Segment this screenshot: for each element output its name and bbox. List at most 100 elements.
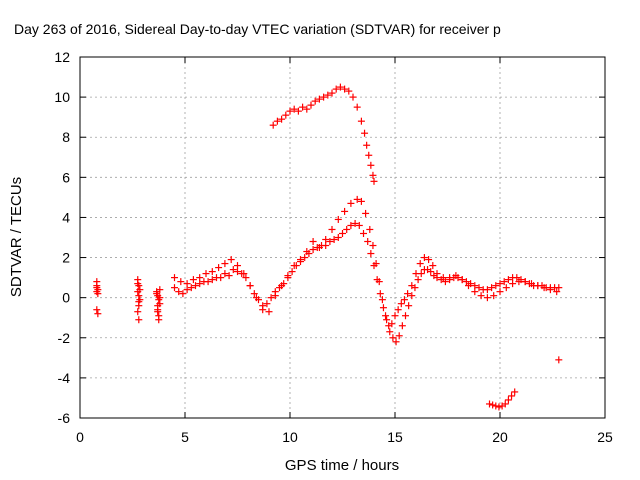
data-point (363, 141, 371, 149)
data-point (278, 282, 286, 290)
data-point (357, 117, 365, 125)
data-point (227, 256, 235, 264)
data-point (546, 286, 554, 294)
data-point (208, 268, 216, 276)
data-point (221, 270, 229, 278)
data-point (471, 288, 479, 296)
data-point (504, 276, 512, 284)
data-point (259, 306, 267, 314)
data-point (234, 268, 241, 276)
data-point (341, 207, 349, 215)
data-point (515, 278, 523, 286)
data-point (495, 403, 503, 411)
data-point (282, 111, 290, 119)
y-tick-label: 10 (54, 89, 70, 105)
data-point (458, 276, 466, 284)
data-point (501, 400, 509, 408)
x-tick-label: 20 (492, 429, 508, 445)
data-point (286, 107, 294, 115)
plot-frame (79, 56, 606, 419)
data-point (414, 276, 422, 284)
y-tick-label: 12 (54, 49, 70, 65)
data-point (446, 274, 454, 282)
data-point (94, 290, 102, 298)
data-point (154, 308, 162, 316)
data-point (483, 286, 491, 294)
data-point (378, 296, 386, 304)
data-point (379, 304, 387, 312)
y-tick-label: 8 (62, 129, 70, 145)
x-tick-label: 25 (597, 429, 613, 445)
data-point (234, 262, 241, 270)
y-tick-label: 4 (62, 209, 70, 225)
data-point (334, 215, 342, 223)
y-tick-label: 6 (62, 169, 70, 185)
data-point (202, 270, 210, 278)
data-point (183, 286, 191, 294)
data-point (360, 229, 367, 237)
data-point (299, 103, 307, 111)
data-point (375, 278, 383, 286)
data-point (367, 161, 375, 169)
data-point (156, 294, 164, 302)
data-point (229, 266, 237, 274)
data-point (394, 306, 402, 314)
x-tick-label: 15 (387, 429, 403, 445)
data-point (288, 268, 296, 276)
data-point (94, 310, 102, 318)
data-point (534, 282, 542, 290)
data-point (462, 278, 470, 286)
data-point (328, 89, 336, 97)
data-point (307, 101, 315, 109)
data-point (405, 302, 413, 310)
data-point (367, 250, 375, 258)
data-point (294, 107, 302, 115)
data-point (196, 274, 204, 282)
data-point (135, 316, 143, 324)
data-point (154, 302, 162, 310)
data-point (555, 284, 563, 292)
data-point (267, 294, 275, 302)
data-point (502, 284, 510, 292)
x-tick-label: 5 (181, 429, 189, 445)
data-point (364, 238, 372, 246)
y-tick-label: -4 (58, 370, 71, 386)
data-point (412, 270, 420, 278)
grid (80, 57, 605, 418)
data-point (441, 278, 449, 286)
data-point (555, 356, 563, 364)
data-point (192, 282, 199, 290)
data-point (320, 93, 328, 101)
data-point (155, 316, 163, 324)
data-point (183, 280, 191, 288)
data-point (343, 225, 351, 233)
data-point (189, 276, 197, 284)
data-point (398, 322, 406, 330)
data-point (471, 282, 479, 290)
data-point (315, 244, 323, 252)
data-point (382, 312, 390, 320)
data-point (416, 260, 424, 268)
data-point (278, 115, 286, 123)
data-point (341, 85, 349, 93)
data-point (215, 264, 223, 272)
data-point (309, 246, 317, 254)
data-point (303, 248, 311, 256)
data-point (290, 262, 298, 270)
x-tick-label: 0 (76, 429, 84, 445)
y-tick-label: -6 (58, 410, 71, 426)
data-point (376, 290, 384, 298)
data-point (336, 83, 344, 91)
data-point (339, 229, 346, 237)
data-point (490, 292, 498, 300)
data-point (303, 105, 311, 113)
data-point (400, 296, 408, 304)
data-point (452, 272, 460, 280)
data-point (369, 242, 377, 250)
x-tick-label: 10 (282, 429, 298, 445)
y-tick-label: 2 (62, 250, 70, 266)
data-point (439, 274, 447, 282)
data-point (273, 117, 281, 125)
data-point (347, 221, 355, 229)
data-point (553, 288, 561, 296)
